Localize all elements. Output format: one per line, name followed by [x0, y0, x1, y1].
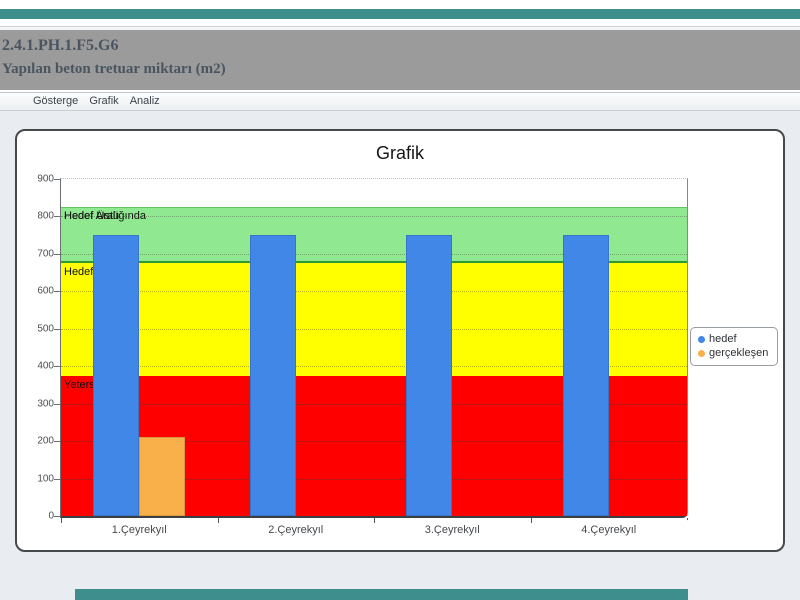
bottom-accent-bar [75, 589, 688, 600]
y-tick-label-800: 800 [37, 210, 54, 222]
y-tick-label-0: 0 [48, 510, 54, 522]
x-axis-tick-1 [217, 518, 219, 523]
y-tick-0 [54, 516, 60, 517]
legend-label-gerceklesen: gerçekleşen [709, 347, 769, 359]
whiteout-blob [647, 526, 779, 546]
y-tick-500 [54, 328, 60, 330]
gridline-600 [61, 291, 687, 293]
tab-gosterge[interactable]: Gösterge [33, 95, 79, 107]
indicator-header: 2.4.1.PH.1.F5.G6 Yapılan beton tretuar m… [0, 30, 800, 90]
bar-gerçekleşen-q1[interactable] [139, 437, 186, 516]
y-tick-600 [54, 291, 60, 293]
plot-area: Yetersiz Hedef Aralığında Hedef Aralığında… [37, 174, 688, 536]
x-axis-tick-3 [530, 518, 532, 523]
y-tick-label-300: 300 [37, 398, 54, 410]
x-label-q1: 1.Çeyrekyıl [111, 524, 167, 536]
legend-dot-hedef [698, 335, 705, 343]
gridline-800 [61, 216, 687, 218]
legend-item-hedef[interactable]: hedef [698, 332, 768, 346]
y-tick-400 [54, 366, 60, 368]
legend-item-gerceklesen[interactable]: gerçekleşen [698, 346, 768, 360]
chart-title: Grafik [375, 143, 424, 163]
bar-hedef-q4[interactable] [562, 235, 609, 516]
band-label-yellow: Hedef Aralığında [64, 266, 94, 279]
y-tick-label-900: 900 [37, 173, 54, 185]
y-tick-100 [54, 478, 60, 480]
pre-header-strip [0, 19, 800, 27]
band-label-red: Yetersiz [64, 378, 94, 391]
x-axis-tick-2 [374, 518, 375, 523]
y-tick-300 [54, 403, 60, 405]
y-tick-200 [54, 441, 60, 443]
bar-hedef-q1[interactable] [93, 235, 140, 516]
pre-header-strip-2 [0, 27, 800, 30]
x-label-q4: 4.Çeyrekyıl [581, 524, 637, 536]
tab-grafik[interactable]: Grafik [89, 95, 119, 107]
gridline-700 [61, 253, 687, 255]
y-tick-label-200: 200 [37, 435, 54, 447]
band-label-green: Hedef Üstü [64, 210, 120, 223]
band-label-ghost-green: Hedef Aralığında [64, 210, 146, 223]
bar-hedef-q3[interactable] [406, 235, 453, 516]
x-label-q3: 3.Çeyrekyıl [424, 524, 480, 536]
bar-hedef-q2[interactable] [249, 235, 296, 516]
y-tick-800 [54, 216, 60, 218]
tab-bar: Gösterge Grafik Analiz [0, 92, 800, 111]
y-tick-label-400: 400 [37, 360, 54, 372]
chart-panel: Grafik Yetersiz Hedef Aralığında Hedef Ara… [15, 129, 785, 552]
y-tick-label-500: 500 [37, 323, 54, 335]
tab-analiz[interactable]: Analiz [129, 95, 160, 107]
gridline-200 [61, 441, 687, 443]
legend: hedef gerçekleşen [690, 327, 779, 366]
top-accent-bar [0, 9, 800, 19]
legend-label-hedef: hedef [709, 333, 737, 345]
y-tick-900 [54, 179, 60, 180]
indicator-code: 2.4.1.PH.1.F5.G6 [2, 37, 119, 54]
y-tick-700 [54, 253, 60, 255]
legend-dot-gerceklesen [698, 349, 705, 357]
whiteout-annotation: ··· [647, 516, 786, 547]
y-tick-label-600: 600 [37, 285, 54, 297]
gridline-500 [61, 328, 687, 330]
gridline-400 [61, 366, 687, 368]
gridline-100 [61, 478, 687, 480]
gridline-300 [61, 403, 687, 405]
y-tick-label-100: 100 [37, 473, 54, 485]
x-axis-tick-0 [61, 518, 62, 523]
y-tick-label-700: 700 [37, 248, 54, 260]
indicator-title: Yapılan beton tretuar miktarı (m2) [2, 61, 226, 77]
x-label-q2: 2.Çeyrekyıl [268, 524, 324, 536]
